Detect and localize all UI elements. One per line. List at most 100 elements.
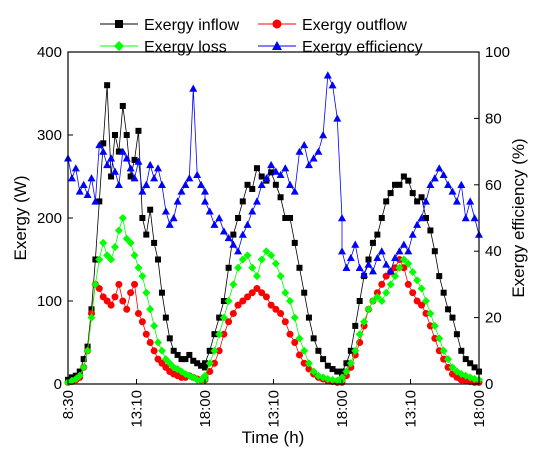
point-outflow	[347, 363, 355, 371]
point-outflow	[281, 318, 289, 326]
point-outflow	[111, 293, 119, 301]
point-inflow	[427, 227, 434, 234]
point-outflow	[413, 297, 421, 305]
point-efficiency	[368, 267, 377, 275]
point-inflow	[343, 360, 350, 367]
point-inflow	[202, 364, 208, 371]
point-efficiency	[243, 220, 252, 228]
point-inflow	[220, 298, 227, 304]
x-tick-label: 18:00	[471, 390, 488, 428]
point-outflow	[262, 293, 270, 301]
point-efficiency	[391, 253, 400, 262]
point-loss	[295, 334, 304, 343]
x-axis-title: Time (h)	[242, 428, 305, 447]
point-inflow	[268, 169, 275, 176]
point-loss	[448, 363, 457, 372]
point-outflow	[300, 359, 308, 367]
point-inflow	[405, 177, 412, 184]
point-loss	[79, 363, 88, 372]
point-loss	[368, 297, 377, 305]
point-inflow	[414, 198, 421, 205]
point-inflow	[155, 256, 162, 263]
point-inflow	[356, 298, 363, 304]
point-inflow	[392, 181, 399, 188]
point-loss	[395, 263, 404, 272]
point-inflow	[76, 368, 83, 375]
point-inflow	[111, 132, 118, 138]
point-efficiency	[281, 164, 290, 172]
point-loss	[404, 259, 413, 268]
point-efficiency	[295, 147, 304, 155]
point-inflow	[431, 248, 438, 255]
y2-tick-label: 0	[485, 376, 493, 393]
point-loss	[364, 305, 373, 314]
point-efficiency	[83, 190, 92, 198]
point-loss	[417, 284, 426, 293]
point-efficiency	[197, 180, 206, 188]
legend-label: Exergy loss	[144, 39, 227, 56]
point-efficiency	[328, 81, 337, 89]
point-outflow	[404, 280, 412, 288]
point-loss	[248, 263, 257, 272]
point-efficiency	[377, 247, 386, 255]
point-efficiency	[435, 164, 444, 172]
point-loss	[238, 255, 247, 264]
y-tick-label: 0	[54, 376, 62, 393]
point-efficiency	[314, 147, 323, 155]
legend-label: Exergy outflow	[302, 17, 407, 34]
point-outflow	[378, 280, 386, 288]
point-efficiency	[421, 197, 430, 205]
point-loss	[150, 321, 159, 330]
point-efficiency	[267, 160, 276, 169]
point-loss	[87, 313, 96, 322]
point-inflow	[462, 356, 469, 363]
point-efficiency	[395, 247, 404, 255]
point-efficiency	[364, 260, 373, 268]
point-efficiency	[181, 180, 190, 188]
point-inflow	[162, 314, 169, 321]
point-loss	[338, 373, 346, 382]
point-inflow	[329, 366, 336, 373]
x-tick-label: 8:30	[60, 390, 77, 419]
point-outflow	[134, 309, 142, 317]
point-inflow	[225, 264, 232, 271]
point-inflow	[400, 173, 407, 180]
point-efficiency	[351, 240, 360, 248]
point-outflow	[258, 289, 266, 297]
chart-axes: 0 100 200 300 400 0 20 40 60 80 100 8:30 13:10 18:00 1…	[37, 44, 510, 428]
point-loss	[165, 359, 174, 368]
point-loss	[373, 292, 382, 301]
series-inflow	[65, 82, 482, 383]
point-inflow	[440, 289, 447, 296]
point-inflow	[202, 360, 208, 367]
point-inflow	[352, 322, 359, 329]
point-inflow	[320, 356, 327, 363]
point-efficiency	[399, 240, 408, 248]
point-loss	[142, 288, 151, 297]
point-loss	[91, 280, 100, 289]
point-outflow	[409, 289, 417, 297]
point-efficiency	[252, 197, 261, 205]
point-efficiency	[373, 253, 382, 262]
point-efficiency	[234, 247, 243, 255]
point-loss	[103, 251, 112, 260]
point-outflow	[277, 309, 285, 317]
x-tick-label: 13:10	[266, 390, 283, 428]
point-loss	[271, 259, 280, 268]
point-loss	[386, 280, 395, 289]
point-efficiency	[448, 187, 457, 195]
point-efficiency	[67, 174, 76, 182]
point-loss	[300, 346, 309, 355]
x-tick-label: 18:00	[197, 390, 214, 428]
point-inflow	[166, 335, 173, 342]
point-outflow	[87, 309, 95, 317]
point-inflow	[115, 148, 122, 155]
point-outflow	[115, 280, 123, 288]
point-outflow	[440, 355, 448, 363]
point-efficiency	[146, 160, 155, 169]
point-efficiency	[276, 170, 285, 179]
point-inflow	[409, 190, 416, 197]
point-inflow	[471, 364, 478, 371]
point-efficiency	[91, 197, 100, 205]
